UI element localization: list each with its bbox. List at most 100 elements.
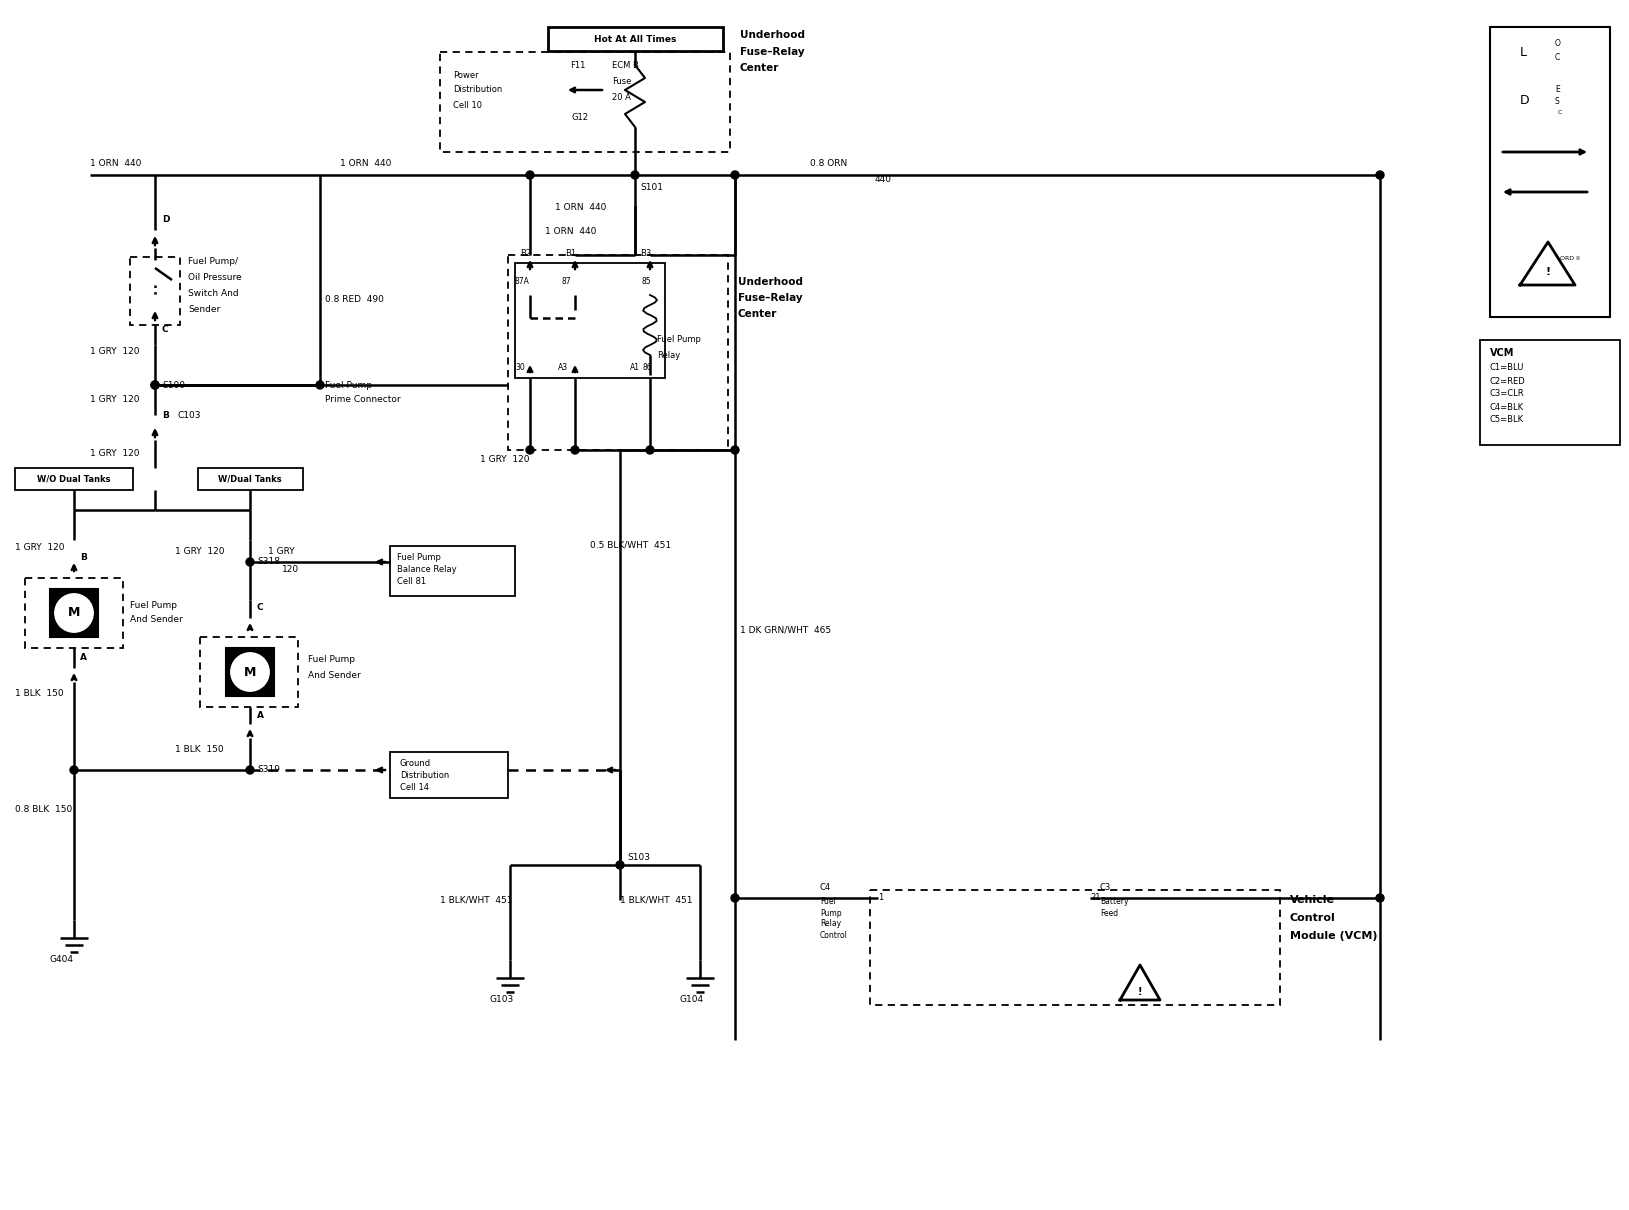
- Circle shape: [231, 653, 269, 691]
- Bar: [50, 589, 98, 636]
- Text: S: S: [1556, 98, 1559, 106]
- Text: Oil Pressure: Oil Pressure: [187, 273, 241, 282]
- Text: O: O: [1556, 40, 1561, 48]
- Text: S101: S101: [640, 183, 663, 191]
- Text: B3: B3: [640, 248, 652, 258]
- Text: Fuel Pump: Fuel Pump: [308, 656, 355, 664]
- Text: G103: G103: [490, 996, 515, 1004]
- Text: Hot At All Times: Hot At All Times: [595, 35, 676, 44]
- Text: 1 ORN  440: 1 ORN 440: [340, 159, 391, 167]
- Text: Fuel Pump: Fuel Pump: [656, 335, 700, 345]
- Text: Cell 81: Cell 81: [397, 577, 427, 587]
- Text: 1 BLK/WHT  451: 1 BLK/WHT 451: [440, 895, 513, 905]
- Text: Relay: Relay: [819, 920, 841, 928]
- Text: Prime Connector: Prime Connector: [326, 396, 401, 404]
- Text: Sender: Sender: [187, 305, 220, 315]
- Circle shape: [1377, 894, 1385, 901]
- Text: And Sender: And Sender: [308, 672, 360, 680]
- Circle shape: [526, 171, 534, 179]
- Circle shape: [151, 381, 160, 388]
- Text: 1 GRY  120: 1 GRY 120: [15, 543, 65, 553]
- Text: F11: F11: [570, 60, 585, 69]
- Text: A1: A1: [630, 363, 640, 373]
- Text: D: D: [161, 215, 169, 225]
- Bar: [515, 263, 665, 378]
- Text: 1 BLK  150: 1 BLK 150: [15, 688, 64, 697]
- Text: 20 A: 20 A: [613, 93, 630, 103]
- Text: Cell 14: Cell 14: [401, 783, 428, 791]
- Text: S100: S100: [161, 380, 186, 390]
- Bar: [199, 468, 303, 490]
- Text: Center: Center: [740, 63, 779, 73]
- Text: G404: G404: [50, 956, 73, 964]
- Text: Module (VCM): Module (VCM): [1290, 930, 1378, 941]
- Text: 86: 86: [643, 363, 653, 373]
- Text: A: A: [257, 710, 264, 720]
- Text: ORD II: ORD II: [1561, 255, 1580, 260]
- Text: 1 GRY: 1 GRY: [269, 547, 295, 555]
- Bar: [15, 468, 134, 490]
- Circle shape: [526, 446, 534, 454]
- Bar: [389, 751, 508, 799]
- Text: Relay: Relay: [656, 351, 681, 359]
- Circle shape: [1377, 171, 1385, 179]
- Text: Balance Relay: Balance Relay: [397, 565, 456, 575]
- Text: Switch And: Switch And: [187, 289, 238, 299]
- Text: 1 GRY  120: 1 GRY 120: [90, 396, 140, 404]
- Text: !: !: [1546, 267, 1551, 277]
- Text: B2: B2: [520, 248, 531, 258]
- Text: 0.8 BLK  150: 0.8 BLK 150: [15, 806, 72, 814]
- Bar: [547, 27, 723, 51]
- Text: M: M: [68, 606, 80, 620]
- Text: Battery: Battery: [1100, 898, 1129, 906]
- Text: And Sender: And Sender: [130, 616, 182, 624]
- Circle shape: [151, 381, 160, 388]
- Text: L: L: [1520, 46, 1526, 58]
- Text: B: B: [80, 553, 86, 563]
- Text: E: E: [1556, 86, 1559, 94]
- Text: 0.8 ORN: 0.8 ORN: [810, 159, 847, 167]
- Bar: [200, 636, 298, 707]
- Text: W/O Dual Tanks: W/O Dual Tanks: [37, 474, 111, 484]
- Circle shape: [55, 594, 93, 632]
- Text: Fuse: Fuse: [613, 77, 632, 86]
- Text: 120: 120: [282, 565, 300, 575]
- Text: B1: B1: [565, 248, 577, 258]
- Bar: [440, 52, 730, 152]
- Text: 1 ORN  440: 1 ORN 440: [555, 202, 606, 212]
- Text: Cell 10: Cell 10: [453, 100, 482, 109]
- Text: C4=BLK: C4=BLK: [1491, 403, 1525, 411]
- Text: Fuel: Fuel: [819, 898, 836, 906]
- Text: Power: Power: [453, 70, 479, 80]
- Text: C3: C3: [1100, 883, 1111, 893]
- Text: Underhood: Underhood: [738, 277, 803, 287]
- Text: C4: C4: [819, 883, 831, 893]
- Text: S319: S319: [257, 766, 280, 774]
- Text: 1 ORN  440: 1 ORN 440: [546, 227, 596, 236]
- Bar: [130, 257, 179, 325]
- Bar: [24, 578, 124, 649]
- Circle shape: [630, 171, 639, 179]
- Text: Underhood: Underhood: [740, 30, 805, 40]
- Text: Control: Control: [1290, 914, 1336, 923]
- Circle shape: [616, 862, 624, 869]
- Text: 1: 1: [878, 893, 883, 903]
- Text: C3=CLR: C3=CLR: [1491, 390, 1525, 398]
- Text: W/Dual Tanks: W/Dual Tanks: [218, 474, 282, 484]
- Text: G104: G104: [679, 996, 704, 1004]
- Text: 1 DK GRN/WHT  465: 1 DK GRN/WHT 465: [740, 626, 831, 634]
- Text: C103: C103: [178, 410, 202, 420]
- Text: Ground: Ground: [401, 759, 432, 767]
- Text: 1 GRY  120: 1 GRY 120: [481, 455, 529, 465]
- Circle shape: [572, 446, 578, 454]
- Bar: [508, 255, 728, 450]
- Text: C: C: [1556, 52, 1561, 62]
- Text: Fuel Pump: Fuel Pump: [397, 553, 441, 563]
- Text: ECM B: ECM B: [613, 60, 639, 69]
- Circle shape: [246, 766, 254, 774]
- Text: Fuel Pump: Fuel Pump: [326, 380, 371, 390]
- Text: 0.8 RED  490: 0.8 RED 490: [326, 295, 384, 305]
- Text: G12: G12: [572, 114, 590, 122]
- Text: S318: S318: [257, 558, 280, 566]
- Text: C: C: [1557, 109, 1562, 115]
